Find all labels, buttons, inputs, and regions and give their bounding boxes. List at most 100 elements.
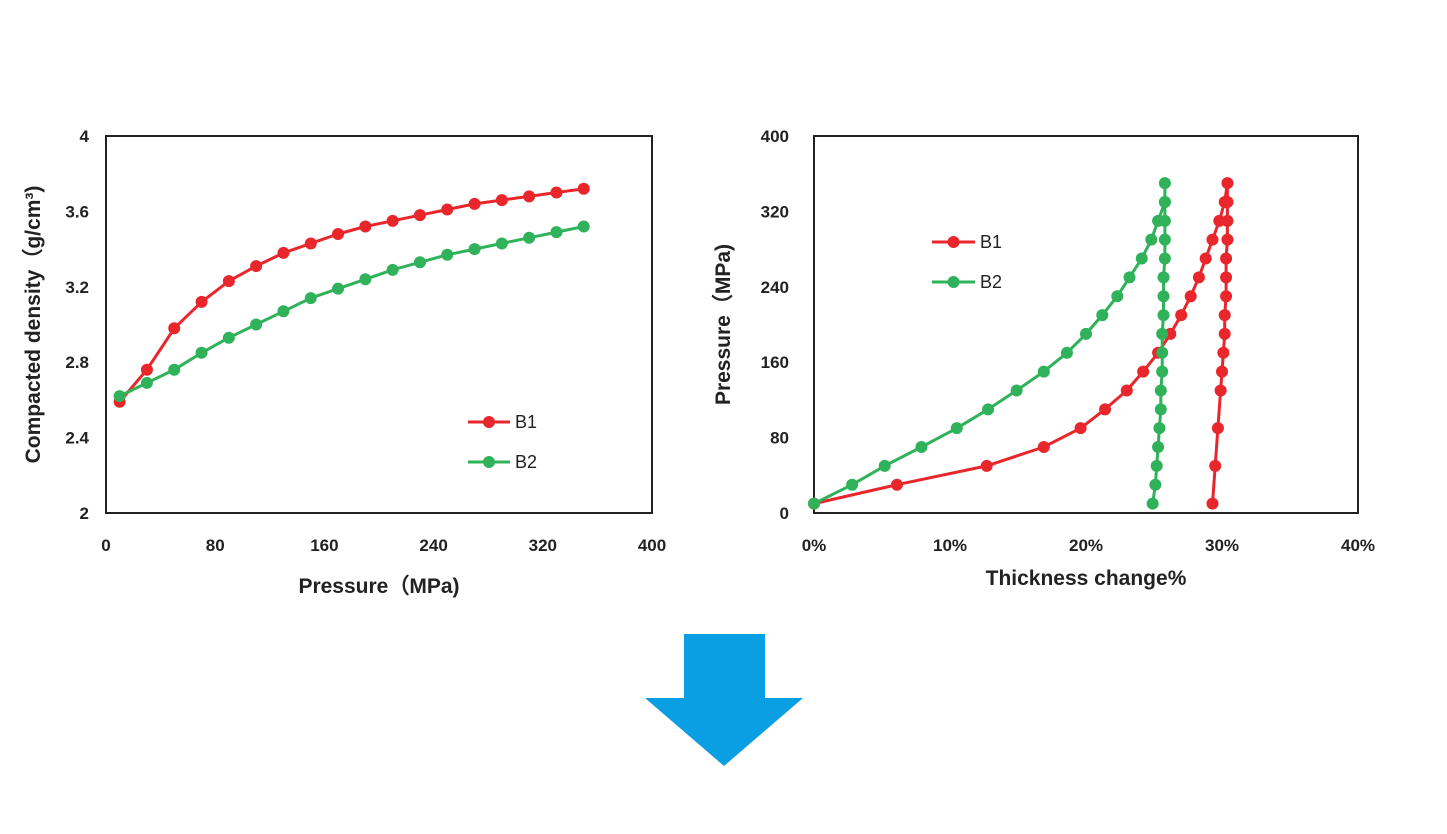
- arrow-down-icon: [645, 634, 803, 766]
- data-point-b2: [1158, 177, 1171, 190]
- series-line-b2: [119, 225, 585, 398]
- y-tick-label: 2.8: [65, 353, 89, 372]
- data-point-b1: [577, 182, 590, 195]
- data-point-b2: [915, 441, 928, 454]
- data-point-b1: [1214, 384, 1227, 397]
- data-point-b1: [1192, 271, 1205, 284]
- legend-entry-b1: B1: [932, 232, 1002, 252]
- data-point-b2: [1123, 271, 1136, 284]
- legend-entry-b2: B2: [932, 272, 1002, 292]
- data-point-b2: [1060, 346, 1073, 359]
- data-point-b2: [1158, 252, 1171, 265]
- chart-pressure-vs-thickness: 0% 10% 20% 30% 40% 0 80 160 240 320 400 Thickness c…: [711, 127, 1375, 590]
- data-point-b2: [304, 292, 317, 305]
- data-point-b2: [1037, 365, 1050, 378]
- data-point-b1: [1211, 422, 1224, 435]
- legend-label: B2: [980, 272, 1002, 292]
- data-point-b1: [1217, 346, 1230, 359]
- data-point-b2: [222, 331, 235, 344]
- data-point-b2: [1156, 346, 1169, 359]
- data-point-b1: [441, 203, 454, 216]
- data-point-b2: [359, 273, 372, 286]
- data-point-b2: [413, 256, 426, 269]
- y-axis-title: Compacted density（g/cm³): [21, 186, 45, 464]
- y-tick-label: 0: [780, 504, 789, 523]
- data-point-b2: [1096, 309, 1109, 322]
- x-tick-label: 240: [419, 536, 447, 555]
- data-point-b1: [550, 186, 563, 199]
- data-point-b2: [1135, 252, 1148, 265]
- data-point-b2: [1156, 365, 1169, 378]
- data-point-b2: [1149, 478, 1162, 491]
- series-line-b1: [118, 187, 585, 403]
- legend-marker: [483, 456, 495, 468]
- y-tick-label: 2.4: [65, 429, 89, 448]
- data-point-b2: [1153, 422, 1166, 435]
- data-point-b2: [495, 237, 508, 250]
- data-point-b2: [577, 220, 590, 233]
- data-point-b1: [1175, 309, 1188, 322]
- data-point-b2: [846, 478, 859, 491]
- y-axis-title: Pressure（MPa): [711, 244, 735, 405]
- x-tick-label: 320: [529, 536, 557, 555]
- legend-entry-b1: B1: [468, 412, 537, 432]
- legend-marker: [483, 416, 495, 428]
- plot-frame: [813, 135, 1359, 514]
- y-tick-label: 80: [770, 429, 789, 448]
- data-point-b1: [1074, 422, 1087, 435]
- y-tick-label: 3.2: [65, 278, 89, 297]
- series-b2: [808, 177, 1171, 510]
- data-point-b2: [878, 459, 891, 472]
- data-point-b2: [1010, 384, 1023, 397]
- chart-density-vs-pressure: 0 80 160 240 320 400 2 2.4 2.8 3.2 3.6 4 Pressure（MP…: [21, 127, 666, 598]
- x-tick-label: 0: [101, 536, 110, 555]
- data-point-b1: [1099, 403, 1112, 416]
- data-point-b2: [1080, 327, 1092, 340]
- y-tick-label: 160: [761, 353, 789, 372]
- data-point-b2: [468, 243, 481, 256]
- data-point-b1: [1209, 459, 1222, 472]
- data-point-b2: [1158, 233, 1171, 246]
- x-tick-label: 400: [638, 536, 666, 555]
- data-point-b2: [1156, 327, 1169, 340]
- data-point-b1: [523, 190, 536, 203]
- y-tick-label: 2: [80, 504, 89, 523]
- x-tick-label: 160: [310, 536, 338, 555]
- y-tick-label: 4: [80, 127, 90, 146]
- arrow-down-shape: [645, 634, 803, 766]
- data-point-b1: [1221, 195, 1234, 208]
- data-point-b1: [1206, 233, 1219, 246]
- data-point-b1: [222, 275, 235, 288]
- data-point-b2: [250, 318, 263, 331]
- data-point-b2: [808, 497, 820, 510]
- data-point-b1: [980, 459, 993, 472]
- data-point-b2: [195, 346, 208, 359]
- data-point-b2: [113, 390, 126, 403]
- legend-marker: [947, 236, 960, 248]
- data-point-b1: [1199, 252, 1212, 265]
- data-point-b2: [441, 248, 454, 261]
- data-point-b1: [250, 260, 263, 273]
- data-point-b2: [277, 305, 290, 318]
- data-point-b1: [1221, 214, 1234, 227]
- legend-label: B2: [515, 452, 537, 472]
- data-point-b2: [1157, 290, 1170, 303]
- data-point-b1: [1220, 290, 1233, 303]
- data-point-b1: [1218, 309, 1231, 322]
- x-axis-title: Thickness change%: [986, 567, 1187, 590]
- data-point-b1: [1218, 327, 1231, 340]
- x-tick-label: 80: [206, 536, 225, 555]
- data-point-b1: [890, 478, 903, 491]
- data-point-b1: [332, 228, 345, 241]
- data-point-b2: [1154, 403, 1167, 416]
- data-point-b1: [1120, 384, 1133, 397]
- data-point-b2: [1158, 195, 1171, 208]
- data-point-b2: [140, 376, 153, 389]
- data-point-b1: [413, 209, 426, 222]
- legend-marker: [947, 276, 960, 288]
- legend-entry-b2: B2: [468, 452, 537, 472]
- x-axis-title: Pressure（MPa): [298, 574, 459, 598]
- data-point-b2: [332, 282, 345, 295]
- data-point-b1: [386, 214, 399, 227]
- data-point-b1: [1184, 290, 1197, 303]
